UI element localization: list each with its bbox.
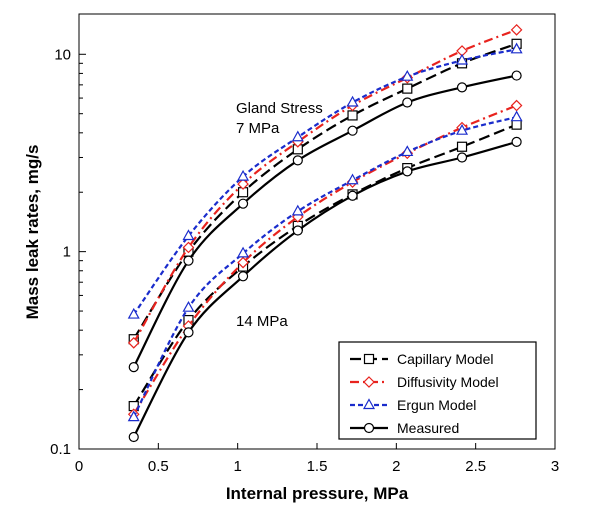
data-point (347, 190, 358, 201)
data-point (127, 307, 140, 319)
data-point (237, 178, 249, 190)
legend: Capillary Model Diffusivity Model Ergun Mo… (338, 341, 537, 440)
data-point (291, 204, 304, 216)
x-tick-label: 1.5 (307, 458, 328, 475)
data-point (183, 255, 194, 266)
x-tick-label: 0 (75, 458, 83, 475)
data-point (401, 69, 414, 81)
data-point (292, 225, 303, 236)
annotation-7mpa: 7 MPa (236, 120, 280, 137)
data-point (182, 300, 195, 312)
data-point (347, 110, 358, 121)
data-point (346, 173, 359, 185)
data-point (292, 155, 303, 166)
data-point (402, 166, 413, 177)
data-point (237, 271, 249, 282)
x-tick-label: 3 (551, 458, 559, 475)
legend-label: Capillary Model (397, 351, 493, 367)
data-point (127, 410, 140, 422)
data-point (510, 110, 523, 122)
legend-items: Capillary Model Diffusivity Model Ergun Mo… (350, 351, 499, 436)
series-layer (127, 23, 523, 443)
data-point (456, 141, 468, 152)
legend-marker (362, 398, 376, 410)
data-point (347, 125, 358, 136)
data-point (511, 136, 522, 147)
data-point (183, 327, 194, 338)
legend-marker (363, 353, 375, 365)
data-point (128, 362, 139, 373)
axis-ticks: 0 0.5 1 1.5 2 2.5 3 0.1 1 10 (50, 46, 559, 475)
data-point (401, 145, 414, 157)
data-point (291, 130, 304, 142)
legend-label: Measured (397, 420, 459, 436)
x-tick-label: 1 (233, 458, 241, 475)
data-point (182, 229, 195, 241)
series-diffusivity-model (127, 23, 523, 421)
data-point (510, 23, 523, 36)
data-point (237, 246, 250, 258)
data-point (402, 83, 413, 94)
annotation-14mpa: 14 MPa (236, 313, 288, 330)
data-point (346, 95, 359, 107)
series-line (132, 28, 518, 344)
y-axis-title: Mass leak rates, mg/s (23, 145, 42, 320)
data-point (237, 198, 249, 209)
series-line (132, 116, 517, 418)
data-point (402, 97, 413, 108)
legend-label: Ergun Model (397, 397, 476, 413)
data-point (510, 42, 523, 54)
legend-label: Diffusivity Model (397, 374, 499, 390)
data-point (127, 337, 140, 349)
x-axis-title: Internal pressure, MPa (226, 484, 409, 503)
data-point (456, 152, 468, 163)
annotation-gland-stress: Gland Stress (236, 100, 323, 117)
data-point (511, 119, 522, 130)
x-tick-label: 2 (392, 458, 400, 475)
x-tick-label: 2.5 (465, 458, 486, 475)
data-point (456, 123, 469, 135)
data-point (237, 169, 250, 181)
data-point (456, 82, 468, 93)
data-point (237, 256, 249, 269)
series-ergun-model (127, 42, 523, 422)
y-tick-label: 10 (54, 46, 71, 63)
data-point (456, 53, 469, 65)
y-tick-label: 0.1 (50, 441, 71, 458)
x-tick-label: 0.5 (148, 458, 169, 475)
legend-marker (363, 422, 375, 434)
series-measured (128, 70, 522, 443)
data-point (128, 431, 139, 443)
data-point (511, 70, 522, 81)
y-tick-label: 1 (63, 244, 71, 261)
legend-marker (363, 376, 375, 388)
data-point (182, 241, 195, 254)
